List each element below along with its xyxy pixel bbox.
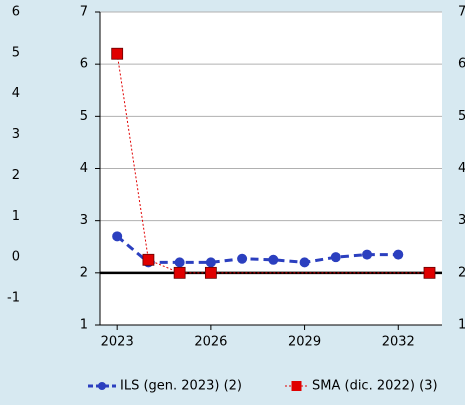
y-tick-label: 2 [12,168,20,183]
x-tick-label: 2029 [288,335,321,350]
y2-tick-label: 2 [458,265,465,280]
y2-tick-label: 6 [458,57,465,72]
point [393,249,404,260]
y-tick-label: 3 [12,127,20,142]
point [299,257,310,268]
point [204,266,217,279]
y-tick-label: 1 [80,318,88,333]
y-tick-label: 4 [80,161,88,176]
y2-tick-label: 7 [458,5,465,20]
legend-marker [291,381,302,391]
y-tick-label: 1 [12,209,20,224]
point [142,253,155,266]
x-tick-label: 2026 [194,335,227,350]
y-tick-label: 5 [12,45,20,60]
y2-tick-label: 3 [458,213,465,228]
y-tick-label: 0 [12,250,20,265]
point [237,253,248,264]
point [362,249,373,260]
point [111,47,124,60]
y2-tick-label: 5 [458,109,465,124]
y-tick-label: -1 [7,291,20,306]
point [205,257,216,268]
series-line [116,235,399,264]
y-tick-label: 6 [12,5,20,20]
point [174,257,185,268]
y-tick-label: 6 [80,57,88,72]
point [423,266,436,279]
y2-tick-label: 1 [458,318,465,333]
point [112,231,123,242]
legend-label: SMA (dic. 2022) (3) [312,379,438,394]
x-tick-label: 2032 [382,335,415,350]
y-tick-label: 4 [12,86,20,101]
point [173,266,186,279]
legend-marker [98,382,106,390]
y-tick-label: 5 [80,109,88,124]
point [268,254,279,265]
point [330,252,341,263]
y-tick-label: 3 [80,213,88,228]
y-tick-label: 7 [80,5,88,20]
legend-label: ILS (gen. 2023) (2) [120,379,242,394]
y2-tick-label: 4 [458,161,465,176]
y-tick-label: 2 [80,265,88,280]
x-tick-label: 2023 [101,335,134,350]
